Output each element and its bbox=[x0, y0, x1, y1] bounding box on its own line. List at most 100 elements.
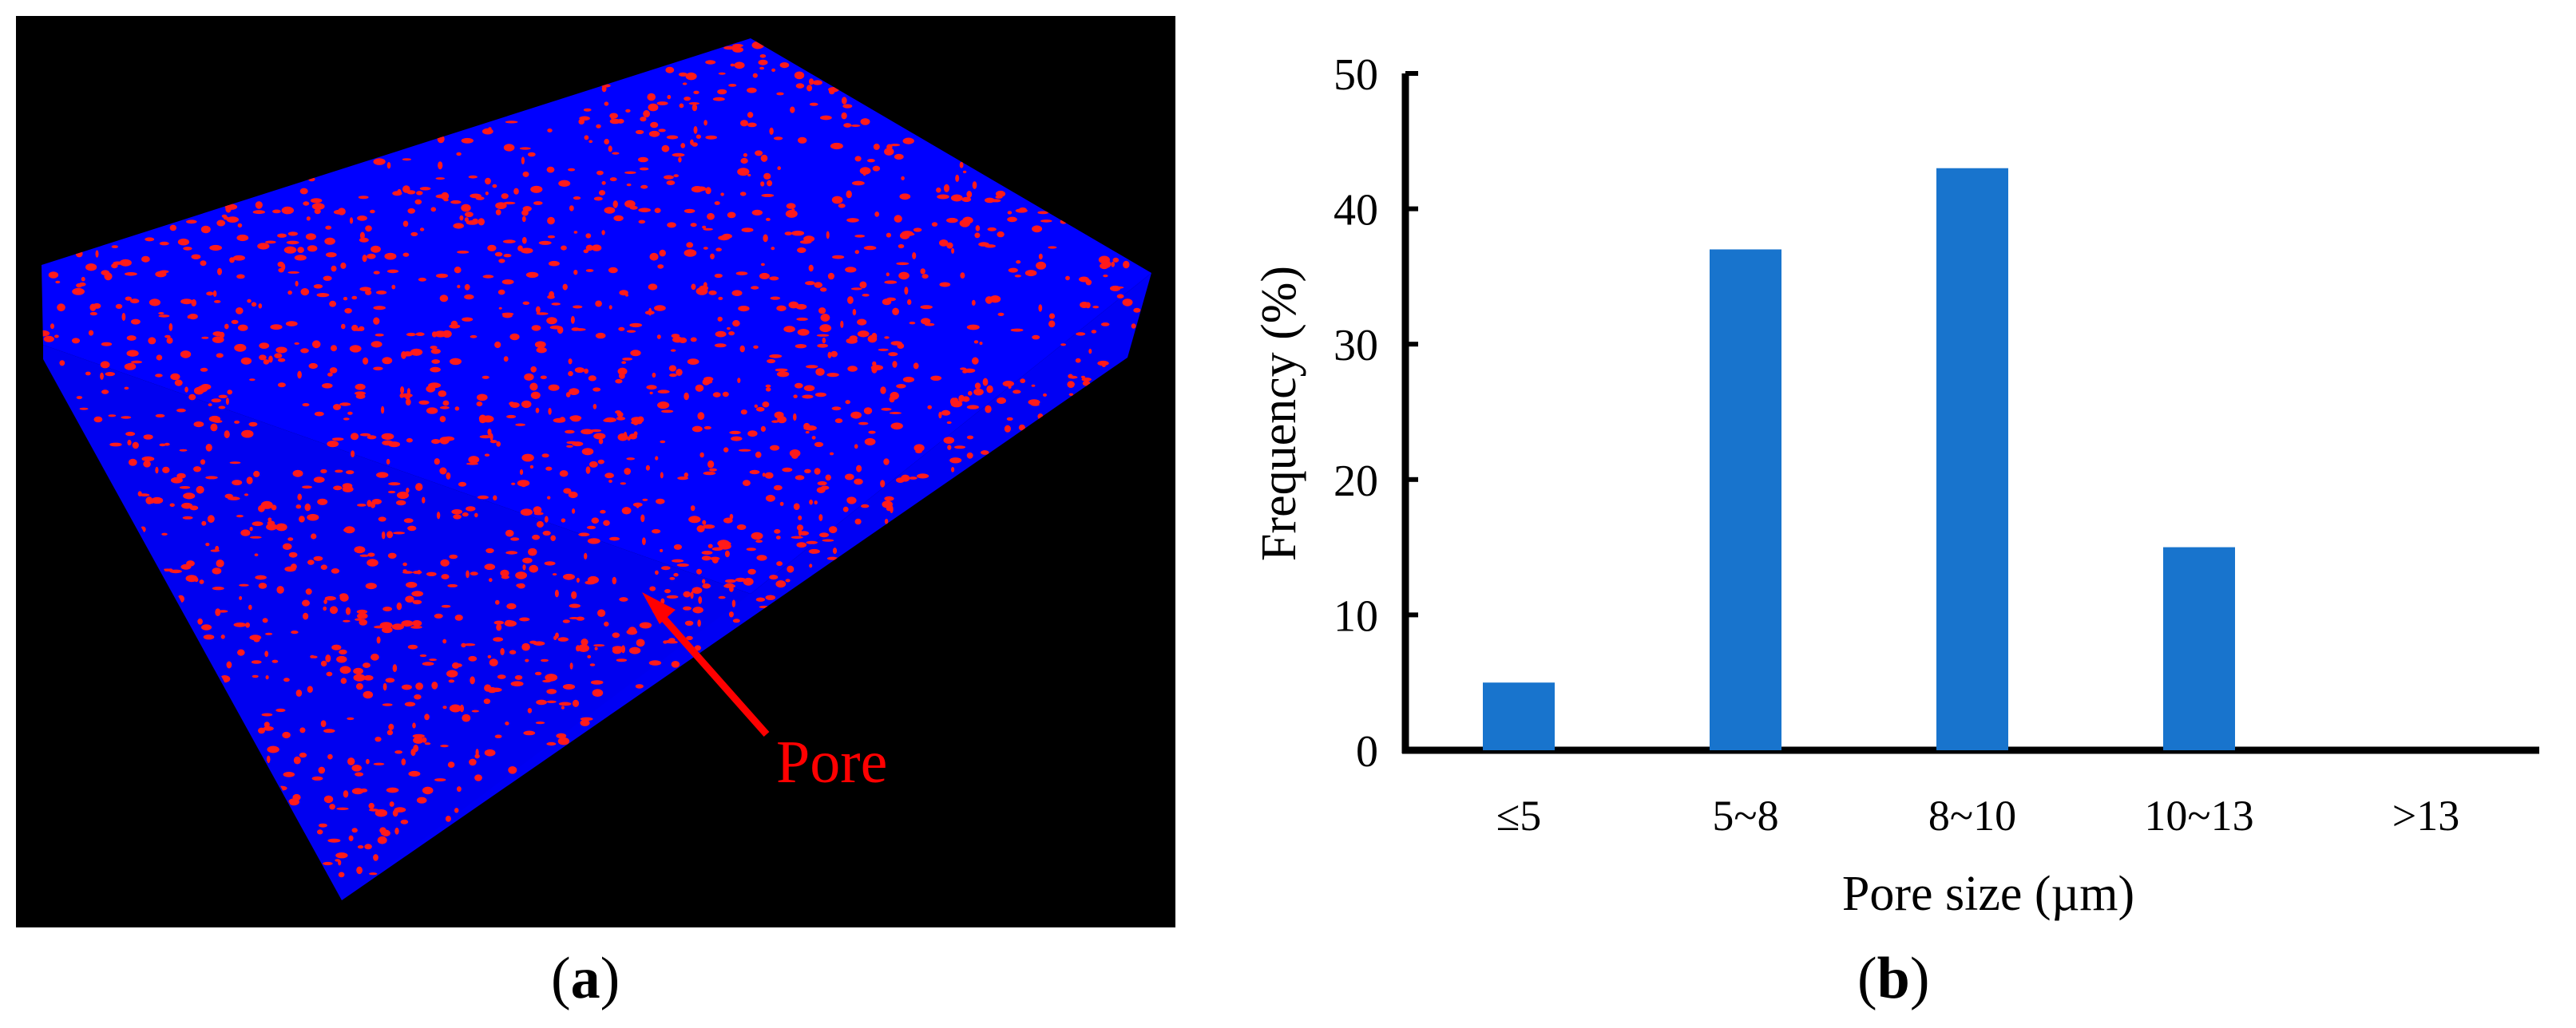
pore-speck bbox=[354, 546, 366, 554]
pore-speck bbox=[622, 358, 632, 361]
pore-speck bbox=[176, 472, 186, 479]
pore-speck bbox=[939, 282, 951, 287]
pore-speck bbox=[818, 514, 823, 521]
pore-speck bbox=[193, 421, 204, 428]
pore-speck bbox=[386, 269, 399, 274]
pore-speck bbox=[252, 674, 259, 678]
pore-speck bbox=[299, 752, 307, 758]
pore-speck bbox=[669, 577, 676, 580]
pore-speck bbox=[825, 474, 831, 481]
pore-speck bbox=[371, 341, 382, 348]
pore-speck bbox=[612, 632, 620, 639]
pore-speck bbox=[645, 465, 651, 471]
pore-speck bbox=[854, 444, 858, 449]
pore-speck bbox=[470, 193, 482, 199]
pore-speck bbox=[176, 408, 186, 413]
pore-speck bbox=[149, 299, 161, 306]
pore-speck bbox=[169, 503, 175, 508]
pore-speck bbox=[624, 200, 636, 208]
pore-speck bbox=[542, 530, 551, 536]
pore-speck bbox=[762, 401, 770, 408]
pore-speck bbox=[441, 574, 450, 579]
pore-speck bbox=[388, 723, 394, 730]
pore-speck bbox=[1076, 332, 1086, 336]
pore-speck bbox=[212, 290, 217, 297]
pore-speck bbox=[860, 118, 870, 125]
pore-speck bbox=[751, 532, 763, 540]
pore-speck bbox=[240, 529, 251, 536]
pore-speck bbox=[763, 172, 771, 180]
pore-speck bbox=[755, 150, 763, 156]
pore-speck bbox=[850, 411, 862, 419]
pore-speck bbox=[738, 449, 751, 452]
pore-speck bbox=[795, 475, 805, 480]
pore-speck bbox=[695, 384, 704, 392]
pore-speck bbox=[196, 485, 204, 494]
pore-speck bbox=[339, 666, 351, 674]
pore-speck bbox=[889, 412, 902, 414]
pore-speck bbox=[874, 212, 880, 217]
pore-speck bbox=[307, 559, 315, 565]
pore-speck bbox=[603, 520, 610, 526]
pore-speck bbox=[400, 819, 409, 824]
pore-speck bbox=[779, 501, 784, 506]
pore-speck bbox=[995, 190, 1006, 197]
pore-speck bbox=[1037, 211, 1049, 215]
y-tick-label: 40 bbox=[1334, 186, 1378, 235]
pore-speck bbox=[371, 245, 381, 253]
pore-speck bbox=[495, 202, 507, 209]
pore-speck bbox=[731, 436, 743, 441]
pore-speck bbox=[288, 552, 298, 558]
pore-speck bbox=[715, 247, 722, 252]
pore-speck bbox=[943, 437, 955, 444]
pore-speck bbox=[415, 332, 425, 337]
pore-speck bbox=[741, 227, 754, 232]
pore-speck bbox=[666, 180, 676, 185]
pore-speck bbox=[257, 243, 270, 250]
pore-speck bbox=[170, 373, 180, 381]
pore-speck bbox=[447, 583, 458, 587]
pore-speck bbox=[436, 512, 441, 520]
pore-speck bbox=[482, 275, 494, 279]
pore-speck bbox=[310, 198, 323, 204]
pore-speck bbox=[773, 484, 783, 491]
y-axis-label: Frequency (%) bbox=[1252, 266, 1306, 561]
pore-speck bbox=[236, 307, 244, 314]
pore-speck bbox=[424, 742, 431, 745]
pore-speck bbox=[546, 700, 557, 703]
pore-speck bbox=[608, 480, 612, 483]
pore-speck bbox=[731, 599, 736, 607]
pore-speck bbox=[249, 527, 253, 532]
pore-speck bbox=[345, 607, 351, 615]
pore-speck bbox=[546, 689, 557, 694]
pore-speck bbox=[170, 476, 183, 484]
pore-speck bbox=[282, 731, 291, 739]
pore-speck bbox=[382, 626, 393, 634]
pore-speck bbox=[246, 476, 253, 484]
pore-speck bbox=[642, 537, 646, 546]
pore-speck bbox=[441, 604, 451, 608]
pore-speck bbox=[667, 222, 676, 228]
pore-speck bbox=[842, 104, 853, 109]
pore-speck bbox=[710, 253, 715, 259]
pore-speck bbox=[702, 520, 707, 525]
pore-speck bbox=[808, 548, 820, 554]
pore-speck bbox=[101, 342, 113, 346]
pore-speck bbox=[529, 640, 537, 644]
pore-speck bbox=[1116, 294, 1124, 299]
pore-speck bbox=[832, 548, 838, 555]
pore-speck bbox=[693, 90, 699, 95]
pore-speck bbox=[434, 458, 440, 465]
pore-speck bbox=[72, 287, 85, 295]
pore-speck bbox=[439, 405, 450, 409]
pore-speck bbox=[616, 417, 626, 421]
pore-speck bbox=[487, 244, 497, 251]
pore-speck bbox=[313, 476, 325, 483]
pore-speck bbox=[671, 334, 680, 338]
pore-speck bbox=[950, 194, 963, 202]
pore-speck bbox=[419, 227, 425, 231]
pore-speck bbox=[892, 307, 899, 315]
pore-speck bbox=[962, 170, 967, 174]
pore-speck bbox=[796, 317, 808, 321]
pore-speck bbox=[690, 223, 697, 227]
